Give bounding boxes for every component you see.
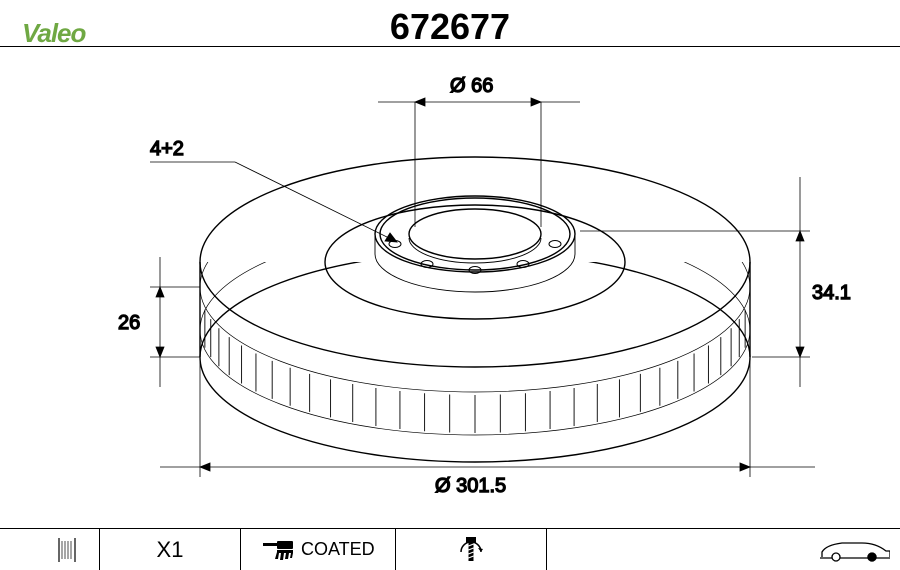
- dim-bore: Ø 66: [450, 75, 493, 97]
- technical-drawing: Ø 66 4+2 26 34.1: [0, 46, 900, 528]
- dim-bolts: 4+2: [150, 138, 184, 160]
- dim-rim-height: 26: [118, 312, 140, 334]
- dim-outer-diameter: Ø 301.5: [435, 475, 506, 497]
- footer-icon-disc: [0, 529, 99, 570]
- footer-bolt-icon: [396, 529, 546, 570]
- footer-car-icon: [547, 529, 900, 570]
- footer-coated: COATED: [241, 529, 395, 570]
- part-number: 672677: [0, 6, 900, 48]
- footer-quantity: X1: [100, 529, 240, 570]
- dim-overall-height: 34.1: [812, 282, 851, 304]
- footer-bar: X1 COATED: [0, 528, 900, 570]
